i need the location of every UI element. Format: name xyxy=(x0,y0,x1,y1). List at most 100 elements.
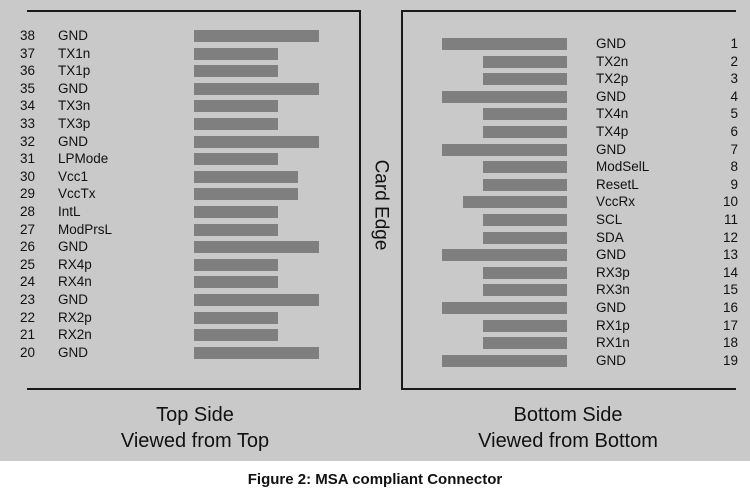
pin-label: ResetL xyxy=(596,176,639,192)
pin-contact-bar xyxy=(194,118,278,130)
pin-label: TX3p xyxy=(58,116,91,131)
pin-label: SDA xyxy=(596,229,624,245)
pin-contact-bar xyxy=(194,170,298,183)
pin-contact-bar xyxy=(194,346,319,359)
pin-contact-bar xyxy=(194,223,278,236)
figure-caption: Figure 2: MSA compliant Connector xyxy=(247,471,503,488)
pin-number: 2 xyxy=(730,53,738,69)
card-edge-label-box: Card Edge xyxy=(368,145,392,265)
pin-contact-bar xyxy=(194,241,319,254)
pin-label: TX2p xyxy=(596,71,629,87)
pin-label: RX2p xyxy=(58,309,92,325)
pin-number: 7 xyxy=(730,141,738,157)
bottom-side-caption: Bottom Side Viewed from Bottom xyxy=(418,402,718,454)
pin-label: VccRx xyxy=(596,194,636,210)
pin-number: 6 xyxy=(730,124,738,139)
pin-number: 26 xyxy=(20,239,36,255)
pin-contact-bar xyxy=(194,276,278,289)
pin-number: 10 xyxy=(722,194,738,210)
pin-number: 29 xyxy=(20,186,36,202)
pin-contact-bar xyxy=(483,231,567,244)
pin-label: GND xyxy=(596,247,626,263)
pin-contact-bar xyxy=(483,266,567,279)
pin-number: 23 xyxy=(20,292,36,307)
pin-contact-bar xyxy=(194,30,319,42)
pin-number: 5 xyxy=(730,106,738,122)
pin-label: RX1p xyxy=(596,317,630,333)
top-side-caption: Top Side Viewed from Top xyxy=(45,402,345,454)
pin-number: 30 xyxy=(20,168,36,184)
pin-number: 35 xyxy=(20,80,36,96)
pin-number: 33 xyxy=(20,116,36,131)
pin-label: GND xyxy=(58,239,88,255)
pin-label: RX3n xyxy=(596,282,630,298)
pin-number: 17 xyxy=(722,317,738,333)
pin-number: 14 xyxy=(722,264,738,280)
pin-number: 38 xyxy=(20,28,36,43)
pin-contact-bar xyxy=(483,73,567,86)
pin-label: GND xyxy=(596,352,626,368)
pin-contact-bar xyxy=(463,196,567,209)
pin-label: RX3p xyxy=(596,264,630,280)
pin-number: 12 xyxy=(722,229,738,245)
bottom-side-caption-subtitle: Viewed from Bottom xyxy=(478,430,658,452)
pin-number: 8 xyxy=(730,159,738,175)
pin-number: 16 xyxy=(722,300,738,315)
pin-number: 27 xyxy=(20,221,36,237)
pin-contact-bar xyxy=(194,100,278,113)
pin-contact-bar xyxy=(194,188,298,201)
pin-contact-bar xyxy=(194,329,278,342)
pin-label: GND xyxy=(596,88,626,104)
pin-contact-bar xyxy=(483,178,567,191)
pin-number: 37 xyxy=(20,45,36,61)
pin-label: TX1n xyxy=(58,45,91,61)
pin-label: IntL xyxy=(58,204,81,219)
pin-number: 25 xyxy=(20,256,36,272)
pin-contact-bar xyxy=(194,47,278,60)
pin-label: TX1p xyxy=(58,63,91,79)
pin-number: 24 xyxy=(20,274,36,290)
pin-contact-bar xyxy=(194,153,278,166)
pin-number: 36 xyxy=(20,63,36,79)
pin-contact-bar xyxy=(442,354,567,367)
pin-number: 1 xyxy=(730,36,738,51)
pin-label: TX4p xyxy=(596,124,629,139)
pin-label: GND xyxy=(58,344,88,360)
pin-contact-bar xyxy=(442,249,567,262)
pin-number: 22 xyxy=(20,309,36,325)
pin-label: GND xyxy=(58,80,88,96)
pin-contact-bar xyxy=(483,161,567,174)
pin-contact-bar xyxy=(194,311,278,324)
top-side-caption-title: Top Side xyxy=(156,404,234,426)
pin-label: GND xyxy=(596,300,626,315)
pin-number: 9 xyxy=(730,176,738,192)
pin-number: 19 xyxy=(722,352,738,368)
pin-number: 28 xyxy=(20,204,36,219)
pin-label: TX4n xyxy=(596,106,629,122)
bottom-side-caption-title: Bottom Side xyxy=(513,404,623,426)
pin-contact-bar xyxy=(194,82,319,95)
pin-contact-bar xyxy=(483,126,567,138)
pin-contact-bar xyxy=(483,55,567,68)
pin-label: ModPrsL xyxy=(58,221,113,237)
pin-number: 21 xyxy=(20,327,36,343)
pin-label: LPMode xyxy=(58,151,109,167)
pin-contact-bar xyxy=(194,65,278,78)
pin-label: RX2n xyxy=(58,327,92,343)
pin-label: ModSelL xyxy=(596,159,650,175)
pin-contact-bar xyxy=(483,214,567,226)
pin-number: 20 xyxy=(20,344,36,360)
pin-label: GND xyxy=(58,133,88,149)
pin-label: RX1n xyxy=(596,335,630,351)
pin-label: GND xyxy=(596,141,626,157)
pin-number: 32 xyxy=(20,133,36,149)
pin-contact-bar xyxy=(483,108,567,121)
pin-number: 4 xyxy=(730,88,738,104)
pin-label: GND xyxy=(596,36,626,51)
card-edge-label: Card Edge xyxy=(370,159,391,251)
pin-number: 13 xyxy=(722,247,738,263)
pin-contact-bar xyxy=(442,302,567,314)
pin-number: 31 xyxy=(20,151,36,167)
pin-number: 15 xyxy=(722,282,738,298)
top-side-caption-subtitle: Viewed from Top xyxy=(120,430,270,452)
